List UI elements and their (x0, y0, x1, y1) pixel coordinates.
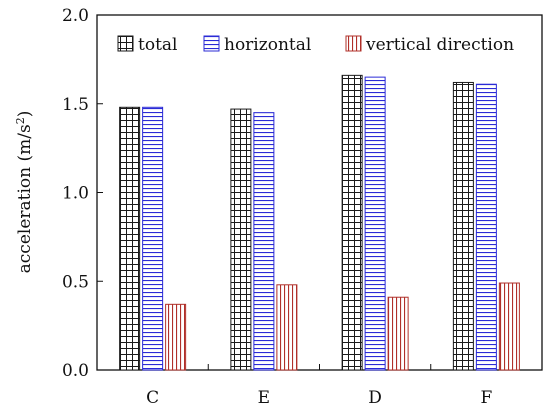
bar-total-D (341, 74, 363, 371)
bar-total-C (119, 106, 141, 371)
y-tick-label: 1.5 (62, 95, 89, 115)
legend-swatch-vertical-direction (345, 35, 362, 52)
bar-horizontal-D (364, 76, 386, 371)
legend-swatch-total (117, 35, 134, 52)
y-tick-label: 0.5 (62, 272, 89, 292)
bar-total-E (230, 108, 252, 371)
bar-horizontal-F (475, 83, 497, 371)
bar-horizontal-C (142, 106, 164, 371)
bar-series (119, 74, 520, 371)
legend-label-total: total (138, 35, 177, 55)
legend-label-vertical-direction: vertical direction (365, 35, 514, 55)
bar-vertical-direction-F (498, 282, 520, 371)
legend-swatch-horizontal (203, 35, 220, 52)
bar-vertical-direction-D (387, 296, 409, 371)
y-tick-label: 1.0 (62, 184, 89, 204)
bar-vertical-direction-E (276, 284, 298, 371)
bar-horizontal-E (253, 112, 275, 371)
plot-area-frame (96, 14, 543, 371)
x-tick-label: C (146, 388, 159, 408)
bar-vertical-direction-C (165, 303, 187, 371)
legend: total horizontal vertical direction (117, 35, 514, 55)
y-axis-ticks: 0.0 0.5 1.0 1.5 2.0 (62, 6, 103, 381)
x-tick-label: E (258, 388, 270, 408)
legend-label-horizontal: horizontal (224, 35, 311, 55)
y-axis-title: acceleration (m/s2) (14, 111, 36, 274)
bar-total-F (452, 81, 474, 371)
y-axis-title-end: ) (15, 111, 35, 118)
x-tick-label: F (480, 388, 492, 408)
y-tick-label: 0.0 (62, 361, 89, 381)
y-axis-title-main: acceleration (m/s (15, 124, 35, 273)
x-tick-label: D (368, 388, 382, 408)
y-axis-title-superscript: 2 (14, 117, 27, 124)
y-tick-label: 2.0 (62, 6, 89, 26)
